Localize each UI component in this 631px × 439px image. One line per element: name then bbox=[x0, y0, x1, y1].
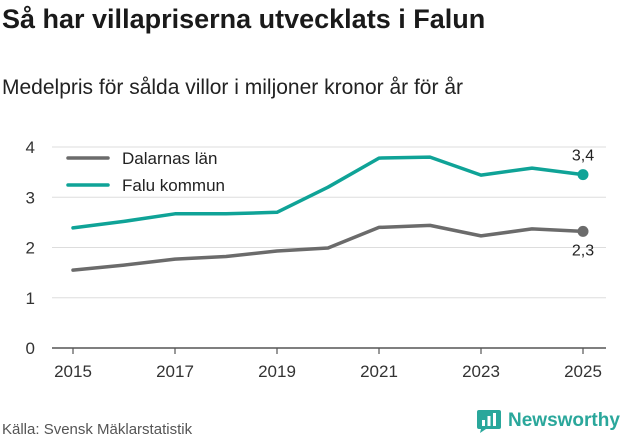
x-tick-label: 2019 bbox=[258, 362, 296, 381]
y-tick-label: 4 bbox=[26, 138, 35, 157]
y-tick-label: 0 bbox=[26, 339, 35, 358]
legend-label: Falu kommun bbox=[122, 176, 225, 195]
series-end-label: 2,3 bbox=[572, 242, 594, 259]
series-line-1 bbox=[71, 223, 585, 272]
y-tick-label: 2 bbox=[26, 239, 35, 258]
x-tick-label: 2017 bbox=[156, 362, 194, 381]
legend-label: Dalarnas län bbox=[122, 149, 217, 168]
chart-subtitle: Medelpris för sålda villor i miljoner kr… bbox=[2, 76, 463, 99]
x-tick-label: 2021 bbox=[360, 362, 398, 381]
newsworthy-logo-icon bbox=[477, 410, 501, 433]
series-end-label: 3,4 bbox=[572, 148, 594, 165]
x-tick-label: 2015 bbox=[54, 362, 92, 381]
brand-logo[interactable]: Newsworthy bbox=[476, 408, 620, 434]
series-end-point bbox=[577, 225, 589, 237]
series-end-point bbox=[577, 169, 589, 181]
chart-title: Så har villapriserna utvecklats i Falun bbox=[2, 4, 486, 34]
source-note: Källa: Svensk Mäklarstatistik bbox=[2, 421, 193, 438]
brand-name: Newsworthy bbox=[508, 410, 620, 431]
y-tick-label: 1 bbox=[26, 289, 35, 308]
x-tick-label: 2023 bbox=[462, 362, 500, 381]
series-line-2 bbox=[71, 155, 585, 230]
x-tick-label: 2025 bbox=[564, 362, 602, 381]
y-tick-label: 3 bbox=[26, 188, 35, 207]
